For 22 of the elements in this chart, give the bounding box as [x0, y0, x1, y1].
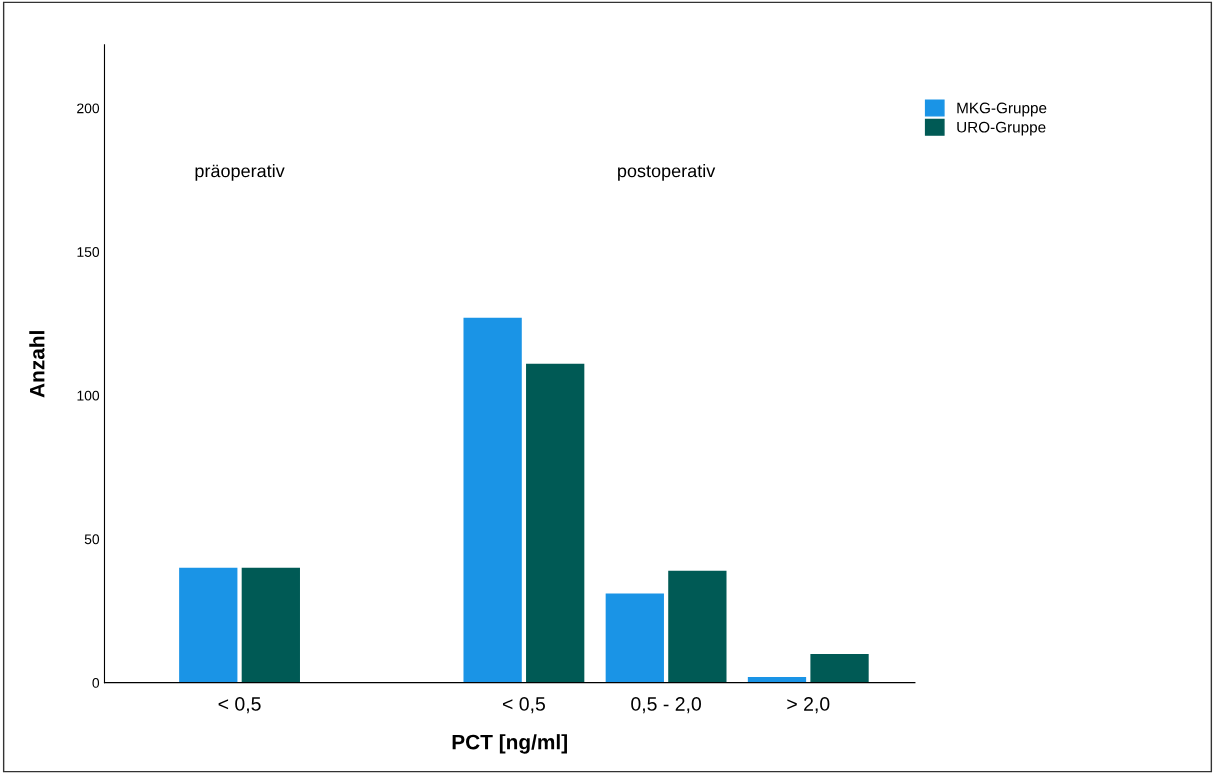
x-axis-title: PCT [ng/ml]: [452, 734, 567, 754]
bar: [463, 317, 522, 683]
bar: [810, 653, 869, 683]
y-tick-label: 50: [84, 534, 100, 545]
x-tick-label: 0,5 - 2,0: [631, 697, 701, 714]
y-tick-label: 200: [77, 103, 100, 114]
x-tick-label: < 0,5: [218, 697, 261, 714]
y-tick-label: 0: [92, 678, 100, 688]
bar: [526, 363, 585, 683]
bar: [179, 567, 238, 683]
bar: [241, 567, 300, 683]
y-tick-label: 150: [77, 247, 100, 257]
bar: [668, 570, 727, 683]
y-axis-title: Anzahl: [29, 331, 45, 398]
bar: [605, 593, 664, 683]
x-tick-label: > 2,0: [787, 697, 830, 714]
legend-label: URO-Gruppe: [957, 121, 1046, 136]
annotation: postoperativ: [618, 164, 716, 181]
x-tick-label: < 0,5: [502, 697, 545, 714]
annotation: präoperativ: [195, 164, 285, 181]
y-tick-label: 100: [77, 390, 100, 401]
legend-label: MKG-Gruppe: [957, 102, 1047, 117]
